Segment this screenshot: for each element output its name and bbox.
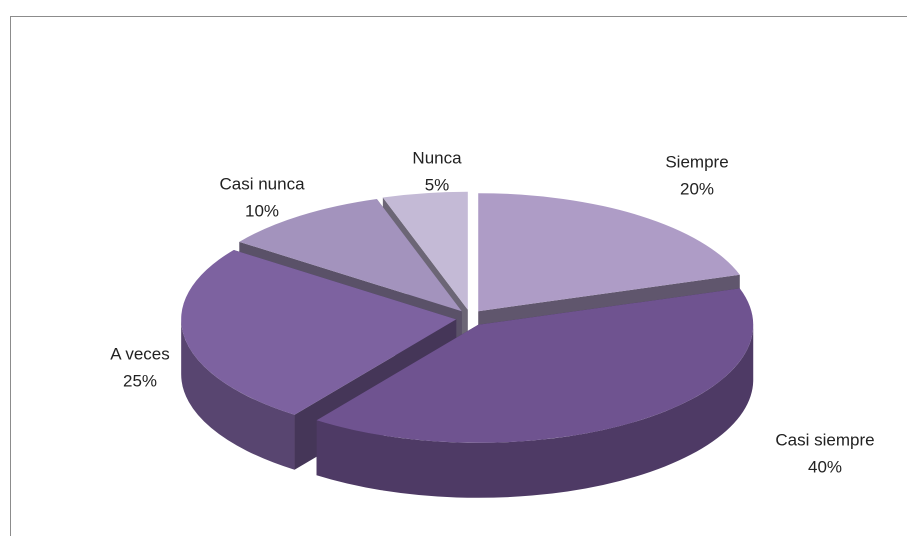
slice-top xyxy=(316,288,754,443)
slice-top xyxy=(239,198,462,312)
chart-frame xyxy=(10,16,907,536)
slice-label: Casi nunca xyxy=(219,174,305,193)
pie xyxy=(181,191,754,498)
slice-value-label: 5% xyxy=(425,175,450,194)
slice-top xyxy=(478,193,740,312)
slice-top xyxy=(181,249,457,415)
slice-value-label: 40% xyxy=(808,457,842,476)
slice-label: A veces xyxy=(110,344,170,363)
labels: Siempre 20% Casi siempre 40% A veces 25% Casi … xyxy=(110,148,874,476)
slice-label: Siempre xyxy=(665,152,728,171)
slice-wall xyxy=(181,319,295,470)
slice-value-label: 25% xyxy=(123,371,157,390)
pie-slice xyxy=(316,288,754,498)
slice-value-label: 10% xyxy=(245,201,279,220)
slice-label: Nunca xyxy=(412,148,462,167)
slice-label: Casi siempre xyxy=(775,430,874,449)
slice-value-label: 20% xyxy=(680,179,714,198)
slice-wall xyxy=(316,324,754,498)
slice-top xyxy=(382,191,468,310)
